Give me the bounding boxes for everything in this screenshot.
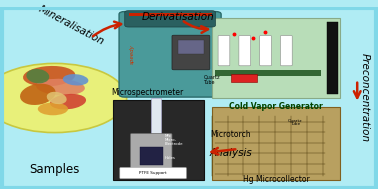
FancyBboxPatch shape [151,98,161,153]
Ellipse shape [20,84,56,105]
Text: Mineralisation: Mineralisation [37,4,106,47]
Text: Derivatisation: Derivatisation [141,12,214,22]
Text: PTFE Support: PTFE Support [139,171,167,175]
FancyBboxPatch shape [140,147,163,165]
Ellipse shape [36,79,85,95]
FancyBboxPatch shape [215,70,321,76]
Text: Analysis: Analysis [210,148,253,158]
Ellipse shape [50,94,86,109]
FancyBboxPatch shape [218,36,230,66]
FancyBboxPatch shape [212,18,340,98]
Ellipse shape [38,103,68,115]
Text: Samples: Samples [29,163,80,176]
Text: Preconcentration: Preconcentration [360,53,370,143]
Text: Quartz
Tube: Quartz Tube [203,75,220,85]
Ellipse shape [63,74,88,85]
Text: Holes: Holes [164,156,175,160]
FancyBboxPatch shape [130,133,172,172]
FancyBboxPatch shape [231,74,257,82]
FancyBboxPatch shape [125,11,215,27]
FancyBboxPatch shape [172,35,210,70]
FancyBboxPatch shape [327,22,338,94]
Ellipse shape [47,92,67,104]
FancyBboxPatch shape [120,167,186,179]
FancyBboxPatch shape [260,36,271,66]
Text: Microtorch: Microtorch [210,130,250,139]
FancyBboxPatch shape [129,13,212,16]
Ellipse shape [23,66,75,86]
Text: Mfc
Micro-
Electrode: Mfc Micro- Electrode [164,134,183,146]
Ellipse shape [26,69,49,83]
Text: speedy: speedy [130,44,135,64]
Text: Hg Microcollector: Hg Microcollector [243,175,309,184]
FancyBboxPatch shape [280,36,292,66]
FancyBboxPatch shape [212,107,340,180]
FancyBboxPatch shape [113,100,204,180]
FancyBboxPatch shape [239,36,251,66]
Circle shape [0,64,127,132]
Text: Microspectrometer: Microspectrometer [112,88,184,97]
Text: Quartz
Tube: Quartz Tube [288,118,302,126]
FancyBboxPatch shape [119,12,221,97]
FancyBboxPatch shape [178,40,204,54]
Text: Cold Vapor Generator: Cold Vapor Generator [229,102,323,111]
